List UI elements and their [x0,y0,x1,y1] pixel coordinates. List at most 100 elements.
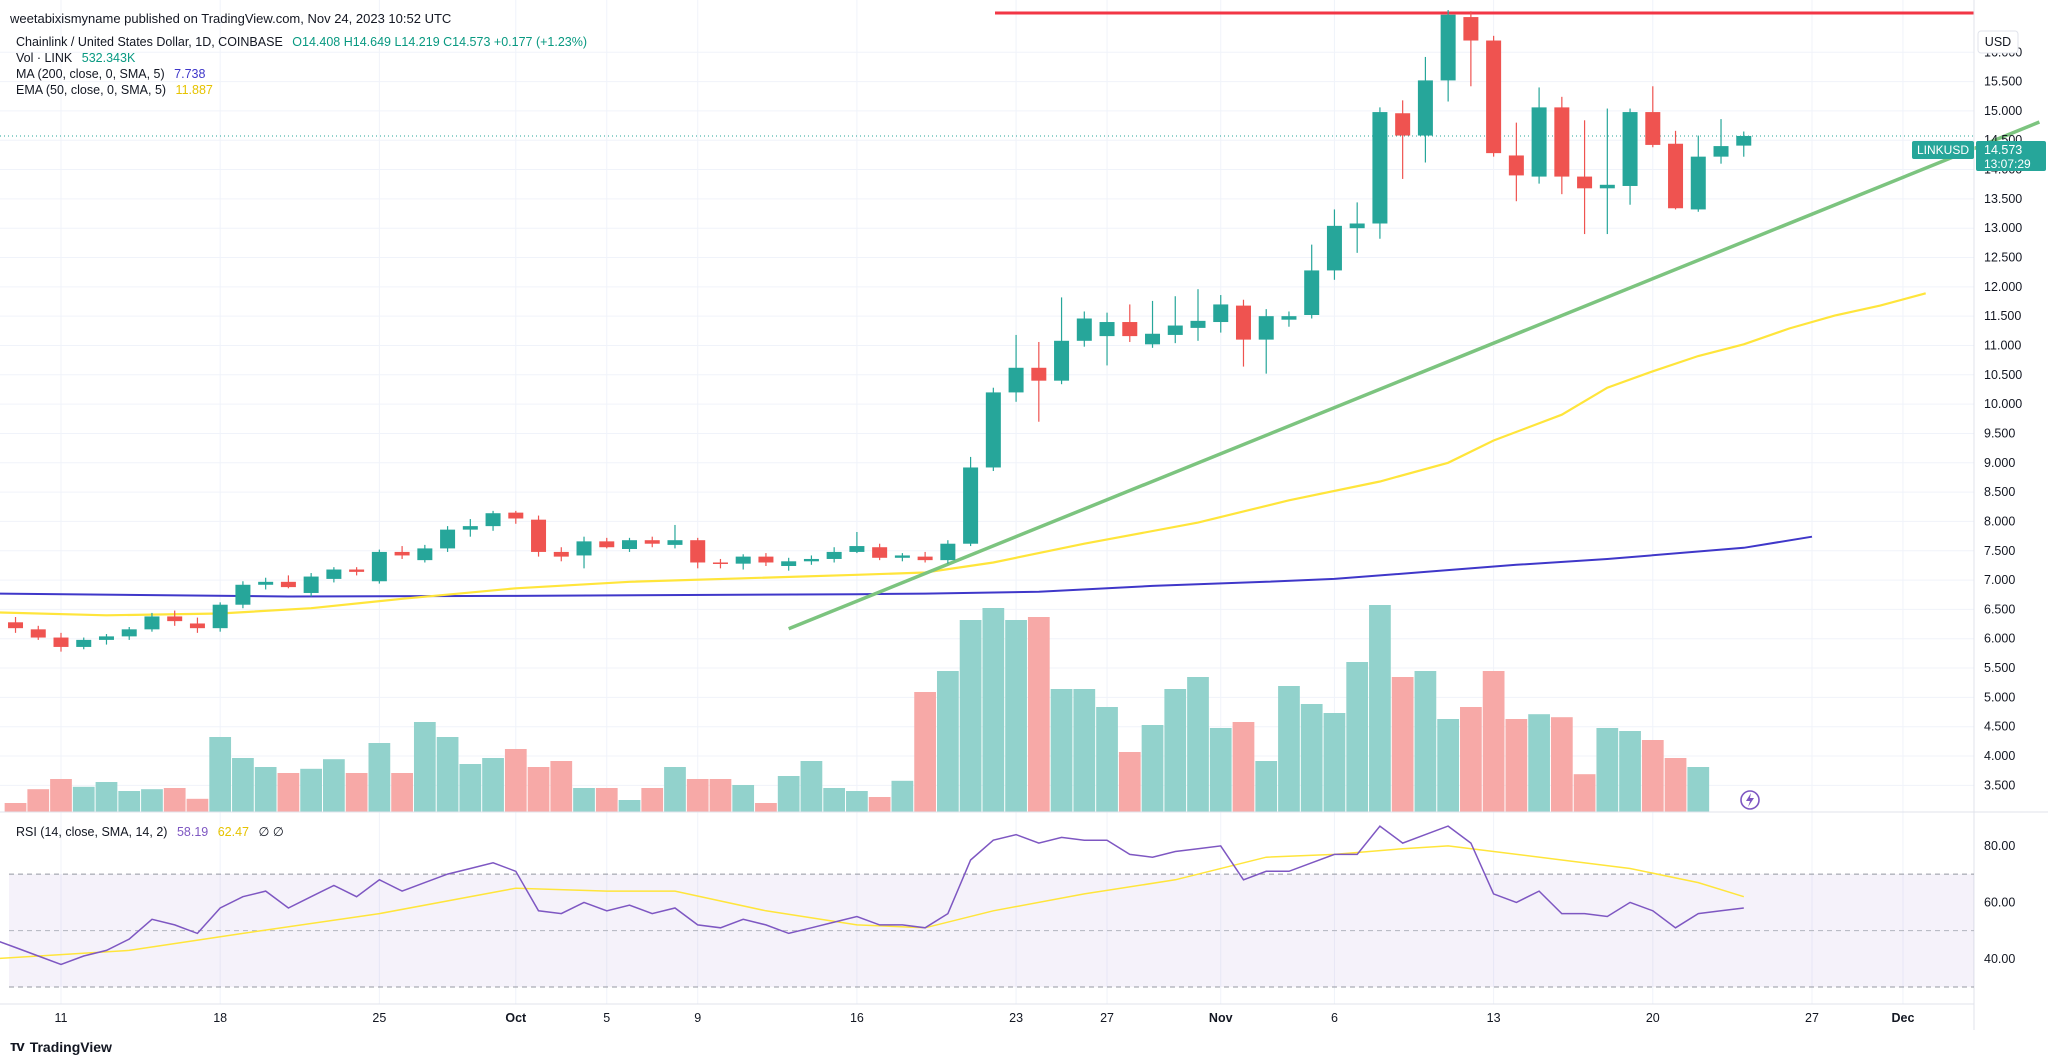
candle [98,634,114,645]
lightning-button[interactable] [1740,790,1760,810]
currency-box[interactable] [1977,30,2019,54]
ema50-legend[interactable]: EMA (50, close, 0, SMA, 5) 11.887 [16,83,213,97]
symbol-legend[interactable]: Chainlink / United States Dollar, 1D, CO… [16,35,587,49]
candle-body [1258,316,1274,340]
price-tick-label: 15.000 [1984,104,2022,118]
candle [508,510,524,524]
volume-bar [1118,752,1141,812]
rsi-legend[interactable]: RSI (14, close, SMA, 14, 2) 58.19 62.47 … [16,824,284,839]
volume-bar [459,764,482,812]
price-tick-label: 15.500 [1984,75,2022,89]
volume-bar [800,761,823,812]
candle-body [599,541,615,548]
candle-body [622,540,637,549]
candle-body [1577,176,1593,189]
candle-body [1304,270,1320,315]
candle [1440,10,1456,102]
volume-bar [755,803,777,812]
volume-bar [573,788,595,812]
ma200-legend[interactable]: MA (200, close, 0, SMA, 5) 7.738 [16,67,205,81]
candle [1145,300,1161,348]
candle [553,547,569,562]
candle-body [826,551,842,559]
price-tick-label: 13.500 [1984,192,2022,206]
candle [1213,295,1229,333]
volume-bar [1664,758,1687,812]
candle [667,524,683,549]
volume-bar [141,789,163,812]
volume-bar [72,786,95,812]
candle-body [1554,107,1570,177]
candle-body [1622,112,1638,186]
volume-bar [846,791,868,812]
candle-body [76,639,92,647]
candle-body [1463,17,1479,41]
candle-body [144,616,160,630]
candle [1326,209,1342,280]
candle-body [1417,80,1433,136]
price-axis-ticks: 3.500 4.000 4.500 5.000 5.500 6.000 6.500 7.000… [1984,45,2022,792]
volume-bar [1005,620,1027,812]
candle [1713,119,1729,164]
candle [1349,202,1365,253]
volume-bar [914,692,936,812]
candle-body [872,547,888,558]
volume-bar [232,758,254,812]
candle [394,546,410,559]
candle-body [1145,333,1161,345]
candle [1099,312,1115,366]
volume-bar [1528,714,1550,812]
candle-body [508,512,524,519]
volume-bar [1619,731,1641,812]
price-tick-label: 11.000 [1984,338,2021,352]
candle-body [1736,135,1752,146]
last-price-countdown: 13:07:29 [1984,157,2031,171]
candlesticks [8,10,1752,652]
candle [712,558,728,569]
candle-body [1599,184,1615,189]
candle-body [553,551,569,557]
ema50-line [0,292,1926,617]
candle [1031,341,1047,422]
candle [303,573,319,597]
time-tick-label: 6 [1331,1011,1338,1025]
ma200-value: 7.738 [174,67,206,81]
candle-body [189,623,205,629]
candle-body [121,629,137,637]
volume-bar [664,767,686,812]
candle-body [1395,113,1411,136]
candle-body [576,541,592,556]
candle [440,526,456,552]
candle-body [1190,320,1206,328]
candle-body [1440,14,1456,81]
volume-bar [323,759,345,812]
candle [76,637,92,650]
tradingview-logo[interactable]: ᴛᴠ TradingView [10,1038,112,1055]
candle [917,551,933,563]
volume-bar [50,779,72,812]
candle [531,515,547,557]
volume-bar [186,798,209,812]
candle [803,555,819,565]
rsi-extra-icons: ∅ ∅ [258,825,284,839]
volume-bar [118,791,141,812]
candle-body [1031,367,1047,381]
volume-legend[interactable]: Vol · LINK 532.343K [16,51,135,65]
volume-bar [1278,686,1300,812]
volume-bar [1096,707,1118,812]
rsi-axis-ticks: 40.00 60.00 80.00 [1984,839,2015,966]
time-tick-label: 23 [1009,1011,1023,1025]
price-tick-label: 6.500 [1984,602,2015,616]
candle [167,610,183,626]
time-tick-label: 13 [1487,1011,1501,1025]
candle-body [8,622,24,629]
candle-body [1645,112,1661,145]
candle-body [894,555,910,558]
candle-body [1008,367,1024,393]
candle-body [30,629,46,638]
candle-body [1508,155,1524,176]
candle [1622,108,1638,205]
volume-bar [1300,704,1323,812]
volume-bar [1460,707,1482,812]
